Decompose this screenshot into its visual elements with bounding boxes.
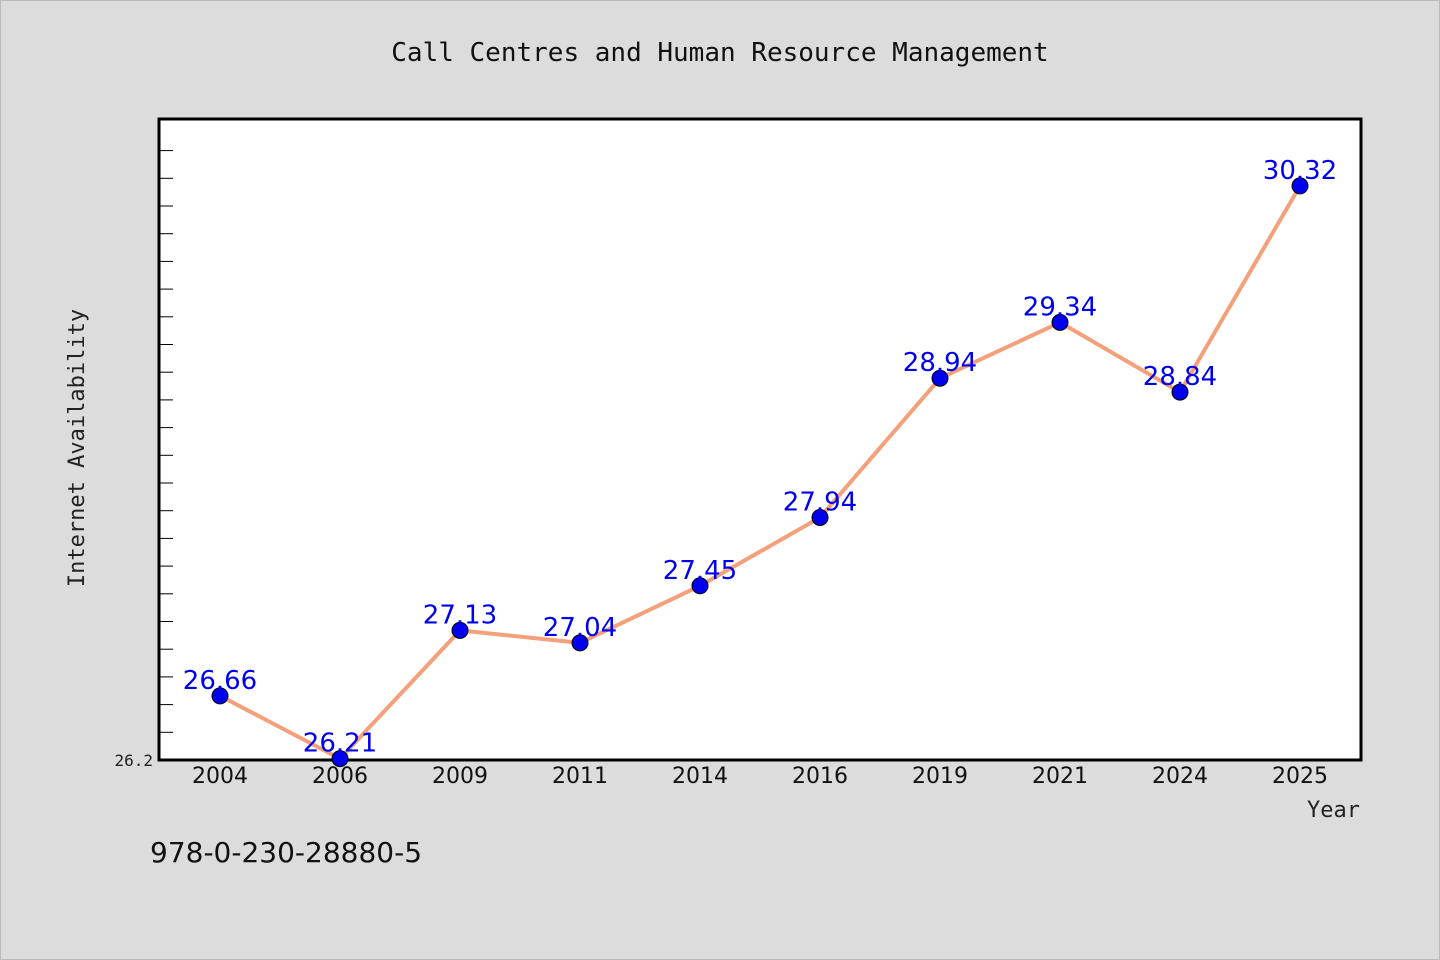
y-axis-label: Internet Availability: [65, 309, 90, 587]
series-line: [218, 183, 1302, 761]
x-tick-label: 2025: [1272, 764, 1328, 789]
x-tick-label: 2024: [1152, 764, 1208, 789]
x-tick-label: 2014: [672, 764, 728, 789]
data-label: 29.34: [1023, 292, 1097, 322]
x-tick-label: 2021: [1032, 764, 1088, 789]
data-label: 26.66: [183, 666, 257, 696]
x-tick-label: 2004: [192, 764, 248, 789]
data-point-marker: [691, 577, 709, 595]
data-point-marker: [1291, 177, 1309, 195]
data-label: 27.94: [783, 488, 857, 518]
y-tick-label: 26.2: [114, 751, 153, 770]
series-lines: [218, 183, 1302, 761]
data-label: 27.45: [663, 556, 737, 586]
y-tick-labels: 26.2: [114, 751, 153, 770]
y-axis-ticks: [159, 150, 173, 733]
data-labels: 26.66 26.21 27.13 27.04 27.45 27.94 28.94 29.34…: [183, 156, 1337, 759]
x-tick-labels: 2004 2006 2009 2011 2014 2016 2019 2021 2024 2025: [192, 764, 1328, 789]
x-tick-label: 2019: [912, 764, 968, 789]
data-point-marker: [1051, 313, 1069, 331]
data-label: 30.32: [1263, 156, 1337, 186]
data-label: 27.04: [543, 613, 617, 643]
x-axis-label: Year: [1307, 798, 1360, 823]
data-label: 27.13: [423, 600, 497, 630]
x-tick-label: 2006: [312, 764, 368, 789]
plot-area: [157, 117, 1363, 762]
data-point-marker: [211, 687, 229, 705]
chart-title: Call Centres and Human Resource Manageme…: [391, 38, 1048, 68]
data-point-marker: [451, 621, 469, 639]
data-label: 28.84: [1143, 362, 1217, 392]
x-tick-label: 2009: [432, 764, 488, 789]
series-markers: [211, 177, 1309, 768]
data-point-marker: [331, 750, 349, 768]
x-tick-label: 2016: [792, 764, 848, 789]
data-label: 28.94: [903, 348, 977, 378]
data-point-marker: [1171, 383, 1189, 401]
footnote-isbn: 978-0-230-28880-5: [150, 836, 422, 869]
data-point-marker: [811, 509, 829, 526]
data-point-marker: [931, 369, 949, 387]
x-tick-label: 2011: [552, 764, 608, 789]
data-label: 26.21: [303, 729, 377, 759]
data-point-marker: [571, 634, 589, 652]
